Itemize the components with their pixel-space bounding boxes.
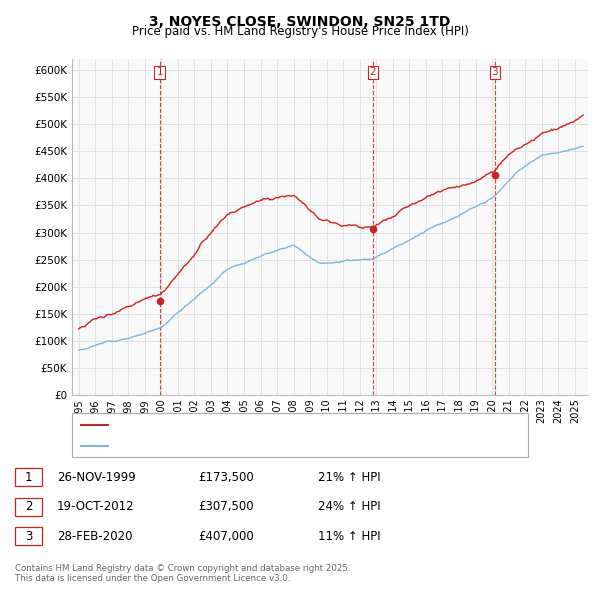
Text: 1: 1: [25, 471, 32, 484]
Text: Contains HM Land Registry data © Crown copyright and database right 2025.: Contains HM Land Registry data © Crown c…: [15, 565, 350, 573]
Text: 3, NOYES CLOSE, SWINDON, SN25 1TD: 3, NOYES CLOSE, SWINDON, SN25 1TD: [149, 15, 451, 29]
Text: 1: 1: [157, 67, 163, 77]
Text: 24% ↑ HPI: 24% ↑ HPI: [318, 500, 380, 513]
Text: 3, NOYES CLOSE, SWINDON, SN25 1TD (detached house): 3, NOYES CLOSE, SWINDON, SN25 1TD (detac…: [114, 421, 411, 430]
Text: £407,000: £407,000: [198, 530, 254, 543]
Text: 11% ↑ HPI: 11% ↑ HPI: [318, 530, 380, 543]
Text: This data is licensed under the Open Government Licence v3.0.: This data is licensed under the Open Gov…: [15, 574, 290, 583]
Text: 2: 2: [370, 67, 376, 77]
Text: £307,500: £307,500: [198, 500, 254, 513]
Text: 3: 3: [491, 67, 498, 77]
Text: 3: 3: [25, 530, 32, 543]
Text: £173,500: £173,500: [198, 471, 254, 484]
Text: HPI: Average price, detached house, Swindon: HPI: Average price, detached house, Swin…: [114, 441, 351, 451]
Text: 2: 2: [25, 500, 32, 513]
Text: 21% ↑ HPI: 21% ↑ HPI: [318, 471, 380, 484]
Text: Price paid vs. HM Land Registry's House Price Index (HPI): Price paid vs. HM Land Registry's House …: [131, 25, 469, 38]
Text: 19-OCT-2012: 19-OCT-2012: [57, 500, 134, 513]
Text: 26-NOV-1999: 26-NOV-1999: [57, 471, 136, 484]
Text: 28-FEB-2020: 28-FEB-2020: [57, 530, 133, 543]
